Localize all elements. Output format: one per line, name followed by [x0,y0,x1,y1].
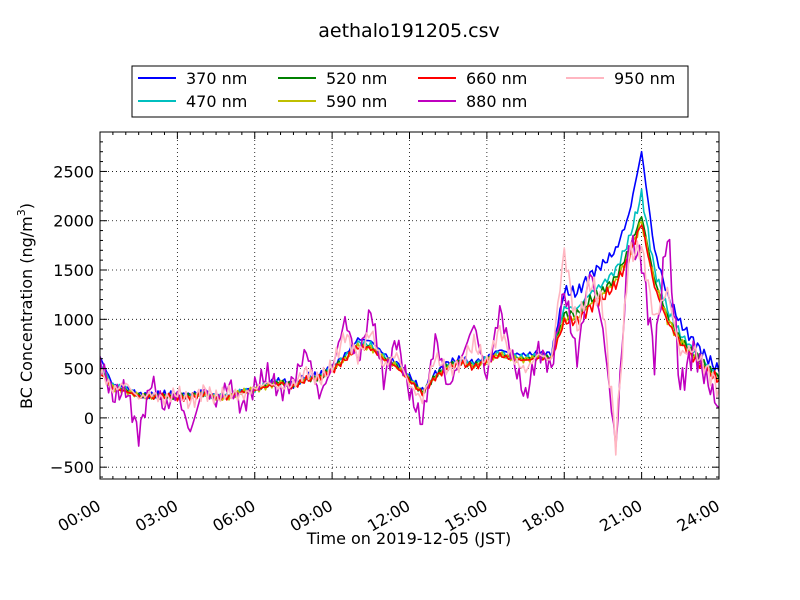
series-line-880-nm [100,234,719,448]
chart-title: aethalo191205.csv [318,20,500,42]
x-tick-label: 00:00 [55,496,104,536]
y-tick-label: 0 [84,409,94,428]
x-axis-label: Time on 2019-12-05 (JST) [306,529,511,548]
x-tick-label: 18:00 [519,496,568,536]
legend-label: 520 nm [326,69,387,88]
legend: 370 nm 470 nm 520 nm 590 nm 660 nm 880 nm 950 … [131,65,689,118]
y-axis-label: BC Concentration (ng/m3) [15,203,36,409]
y-tick-label: 1000 [53,310,94,329]
x-tick-label: 03:00 [132,496,181,536]
x-tick-label: 21:00 [596,496,645,536]
legend-label: 880 nm [466,92,527,111]
axis-ticks: 00:00 03:00 06:00 09:00 12:00 15:00 18:00 21:00… [50,132,723,536]
y-tick-label: 500 [63,360,94,379]
plot-series [100,150,719,456]
series-line-660-nm [100,224,719,402]
series-line-950-nm [100,240,719,456]
legend-label: 470 nm [186,92,247,111]
legend-label: 590 nm [326,92,387,111]
grid [100,132,719,479]
x-tick-label: 06:00 [209,496,258,536]
y-tick-label: −500 [50,458,94,477]
legend-label: 370 nm [186,69,247,88]
legend-label: 950 nm [614,69,675,88]
legend-box [131,65,689,118]
legend-label: 660 nm [466,69,527,88]
y-tick-label: 2000 [53,212,94,231]
y-tick-label: 1500 [53,261,94,280]
y-tick-label: 2500 [53,162,94,181]
x-tick-label: 24:00 [674,496,723,536]
